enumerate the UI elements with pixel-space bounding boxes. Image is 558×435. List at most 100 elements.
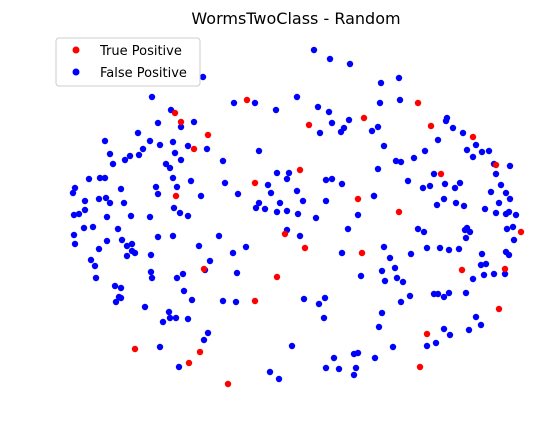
point-false-positive xyxy=(478,250,486,258)
point-false-positive xyxy=(190,118,198,126)
point-false-positive xyxy=(477,321,485,329)
point-false-positive xyxy=(378,309,386,317)
point-false-positive xyxy=(219,157,227,165)
point-false-positive xyxy=(69,189,77,197)
point-false-positive xyxy=(345,116,353,124)
point-true-positive xyxy=(177,118,185,126)
point-false-positive xyxy=(354,211,362,219)
point-false-positive xyxy=(255,199,263,207)
point-false-positive xyxy=(175,363,183,371)
point-false-positive xyxy=(310,46,318,54)
point-false-positive xyxy=(109,160,117,168)
point-false-positive xyxy=(492,209,500,217)
point-true-positive xyxy=(305,121,313,129)
point-false-positive xyxy=(381,277,389,285)
point-false-positive xyxy=(156,141,164,149)
point-false-positive xyxy=(397,158,405,166)
point-false-positive xyxy=(121,156,129,164)
point-false-positive xyxy=(456,179,464,187)
point-false-positive xyxy=(393,274,401,282)
point-true-positive xyxy=(251,179,259,187)
point-false-positive xyxy=(410,154,418,162)
point-false-positive xyxy=(505,208,513,216)
point-false-positive xyxy=(173,274,181,282)
point-false-positive xyxy=(378,267,386,275)
point-false-positive xyxy=(177,156,185,164)
point-false-positive xyxy=(477,261,485,269)
point-false-positive xyxy=(283,207,291,215)
point-false-positive xyxy=(420,228,428,236)
point-false-positive xyxy=(229,249,237,257)
point-false-positive xyxy=(165,308,173,316)
point-false-positive xyxy=(184,315,192,323)
point-false-positive xyxy=(80,224,88,232)
legend-marker-true-positive xyxy=(72,46,80,54)
point-false-positive xyxy=(434,136,442,144)
point-false-positive xyxy=(188,296,196,304)
point-false-positive xyxy=(230,99,238,107)
point-false-positive xyxy=(102,194,110,202)
point-false-positive xyxy=(335,365,343,373)
point-true-positive xyxy=(281,230,289,238)
point-true-positive xyxy=(423,330,431,338)
point-true-positive xyxy=(414,99,422,107)
point-false-positive xyxy=(261,205,269,213)
point-false-positive xyxy=(300,295,308,303)
point-false-positive xyxy=(337,128,345,136)
point-false-positive xyxy=(395,74,403,82)
point-false-positive xyxy=(95,195,103,203)
point-false-positive xyxy=(169,174,177,182)
point-false-positive xyxy=(275,375,283,383)
point-false-positive xyxy=(501,270,509,278)
point-false-positive xyxy=(126,152,134,160)
point-false-positive xyxy=(206,257,214,265)
point-true-positive xyxy=(501,265,509,273)
point-false-positive xyxy=(187,177,195,185)
point-false-positive xyxy=(503,225,511,233)
point-false-positive xyxy=(170,204,178,212)
point-false-positive xyxy=(436,244,444,252)
point-false-positive xyxy=(285,169,293,177)
point-false-positive xyxy=(91,262,99,270)
point-false-positive xyxy=(81,206,89,214)
point-false-positive xyxy=(391,264,399,272)
point-false-positive xyxy=(495,199,503,207)
point-true-positive xyxy=(224,380,232,388)
point-false-positive xyxy=(462,289,470,297)
point-false-positive xyxy=(70,211,78,219)
point-false-positive xyxy=(117,185,125,193)
point-false-positive xyxy=(184,142,192,150)
point-false-positive xyxy=(449,124,457,132)
point-true-positive xyxy=(358,249,366,257)
point-false-positive xyxy=(95,245,103,253)
point-false-positive xyxy=(446,331,454,339)
point-true-positive xyxy=(395,208,403,216)
point-false-positive xyxy=(146,137,154,145)
point-false-positive xyxy=(502,189,510,197)
point-false-positive xyxy=(430,170,438,178)
point-true-positive xyxy=(296,166,304,174)
point-false-positive xyxy=(445,289,453,297)
point-false-positive xyxy=(440,325,448,333)
point-false-positive xyxy=(325,108,333,116)
point-false-positive xyxy=(117,294,125,302)
point-false-positive xyxy=(159,318,167,326)
point-false-positive xyxy=(103,213,111,221)
point-false-positive xyxy=(179,270,187,278)
point-false-positive xyxy=(440,195,448,203)
point-false-positive xyxy=(200,336,208,344)
point-false-positive xyxy=(166,164,174,172)
point-false-positive xyxy=(423,342,431,350)
point-false-positive xyxy=(451,184,459,192)
point-true-positive xyxy=(131,345,139,353)
point-false-positive xyxy=(106,150,114,158)
point-false-positive xyxy=(71,240,79,248)
point-false-positive xyxy=(357,272,365,280)
point-false-positive xyxy=(423,244,431,252)
point-false-positive xyxy=(506,195,514,203)
point-false-positive xyxy=(172,314,180,322)
point-false-positive xyxy=(127,212,135,220)
point-false-positive xyxy=(482,260,490,268)
legend-box xyxy=(55,37,201,87)
